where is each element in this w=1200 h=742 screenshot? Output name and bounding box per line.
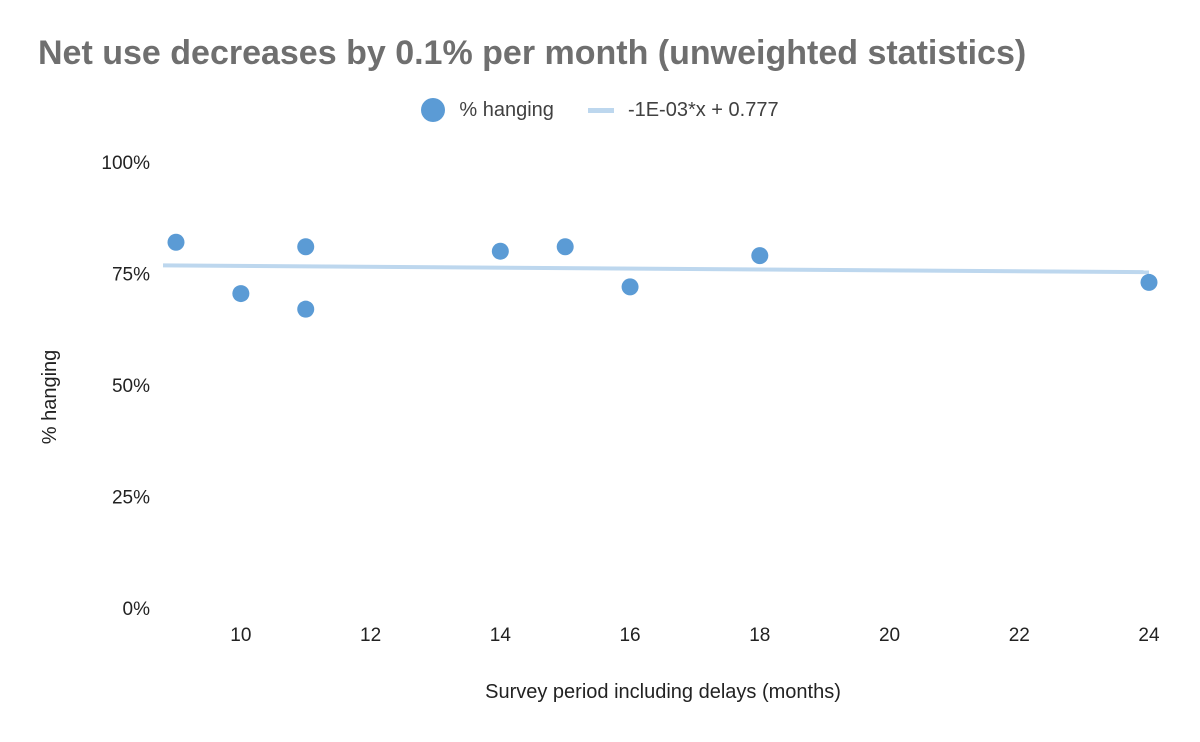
y-tick-label: 75%	[112, 265, 150, 286]
trendline	[163, 263, 1150, 275]
data-point	[167, 233, 185, 251]
x-tick-label: 20	[879, 625, 900, 646]
data-point	[297, 300, 315, 318]
data-point	[556, 238, 574, 256]
legend-marker-dot	[421, 98, 446, 122]
y-tick-label: 50%	[112, 376, 150, 397]
x-tick-label: 16	[619, 625, 640, 646]
legend-item-trendline: -1E-03*x + 0.777	[587, 98, 779, 122]
legend-label-trendline: -1E-03*x + 0.777	[627, 98, 779, 121]
chart-title: Net use decreases by 0.1% per month (unw…	[38, 34, 1027, 72]
data-point	[621, 278, 639, 296]
x-axis-title: Survey period including delays (months)	[485, 681, 841, 703]
legend-label-points: % hanging	[459, 98, 554, 121]
x-tick-label: 14	[490, 625, 512, 646]
x-tick-label: 12	[360, 625, 381, 646]
x-tick-label: 24	[1138, 625, 1160, 646]
y-tick-label: 0%	[123, 599, 151, 620]
x-tick-label: 10	[230, 625, 251, 646]
data-point	[297, 238, 315, 256]
y-tick-label: 100%	[101, 153, 150, 174]
legend: % hanging -1E-03*x + 0.777	[0, 98, 1200, 122]
data-point	[232, 285, 250, 303]
legend-marker-line	[587, 107, 614, 113]
data-point	[491, 242, 509, 260]
y-tick-label: 25%	[112, 488, 150, 509]
data-point	[1140, 273, 1158, 291]
y-axis-title: % hanging	[39, 350, 61, 445]
data-point	[751, 247, 769, 265]
legend-item-points: % hanging	[421, 98, 554, 122]
x-tick-label: 18	[749, 625, 770, 646]
x-tick-label: 22	[1009, 625, 1030, 646]
